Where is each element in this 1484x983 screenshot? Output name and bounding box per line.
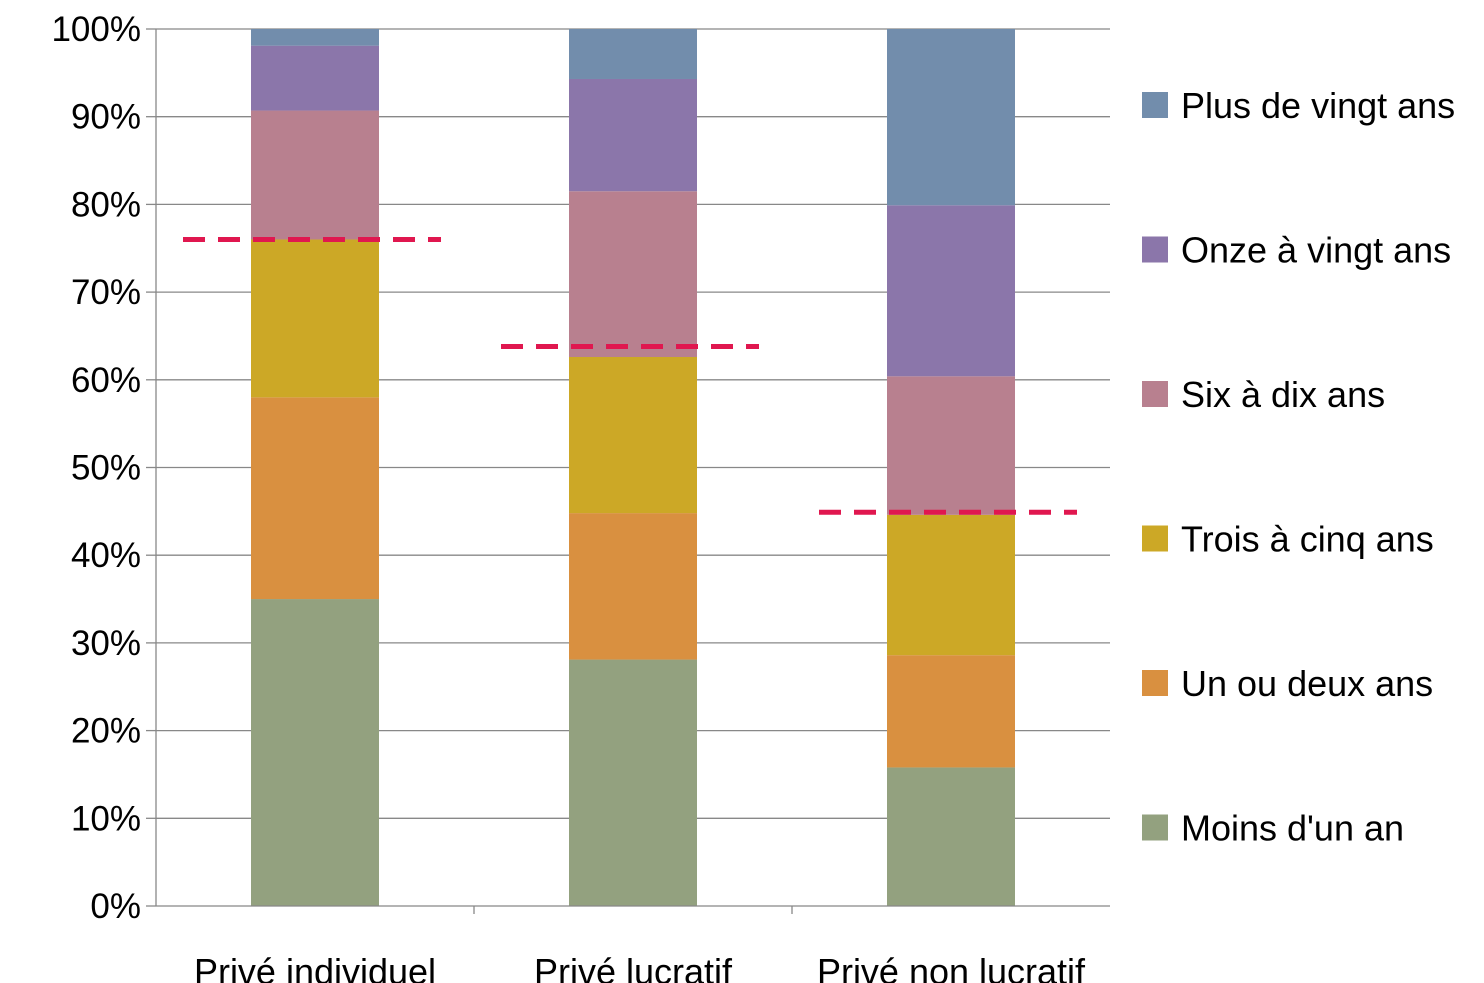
bar-segment [569, 29, 697, 79]
bar-segment [251, 239, 379, 398]
y-tick-label: 60% [71, 361, 141, 400]
legend-label: Moins d'un an [1181, 808, 1404, 849]
reference-lines [183, 236, 1077, 515]
legend-label: Six à dix ans [1181, 374, 1385, 415]
bar-segment [887, 29, 1015, 206]
bar-segment [569, 191, 697, 357]
y-tick-label: 50% [71, 449, 141, 488]
category-label: Privé individuel [194, 951, 436, 983]
legend-swatch [1142, 92, 1168, 118]
y-tick-label: 100% [51, 10, 141, 49]
bar-segment [569, 513, 697, 660]
legend-swatch [1142, 814, 1168, 841]
category-labels: Privé individuel Privé lucratif Privé non … [194, 951, 1086, 983]
y-tick-label: 40% [71, 536, 141, 575]
y-tick-labels: 0% 10% 20% 30% 40% 50% 60% 70% 80% 90% 100% [51, 10, 141, 926]
bar-segment [251, 110, 379, 240]
bar-segment [887, 205, 1015, 377]
legend-swatch [1142, 525, 1168, 552]
bar-segment [887, 655, 1015, 768]
bar-segment [251, 599, 379, 906]
y-tick-label: 80% [71, 185, 141, 224]
bars [251, 29, 1015, 906]
bar-segment [251, 29, 379, 46]
y-tick-label: 90% [71, 98, 141, 137]
bar-segment [887, 514, 1015, 656]
bar-segment [887, 767, 1015, 906]
axes [146, 28, 1110, 914]
y-tick-label: 10% [71, 799, 141, 838]
category-label: Privé lucratif [534, 951, 733, 983]
bar-segment [569, 356, 697, 514]
y-tick-label: 0% [90, 887, 141, 926]
bar-segment [251, 45, 379, 111]
bar-segment [251, 397, 379, 600]
legend-swatch [1142, 236, 1168, 263]
y-tick-label: 20% [71, 712, 141, 751]
category-label: Privé non lucratif [817, 951, 1086, 983]
bar-segment [569, 78, 697, 192]
legend-label: Un ou deux ans [1181, 663, 1433, 704]
legend-label: Plus de vingt ans [1181, 85, 1455, 126]
legend-swatch [1142, 381, 1168, 407]
legend-label: Trois à cinq ans [1181, 519, 1434, 560]
y-tick-label: 70% [71, 273, 141, 312]
legend-swatch [1142, 670, 1168, 696]
legend: Plus de vingt ans Onze à vingt ans Six à d… [1142, 85, 1455, 849]
bar-segment [569, 659, 697, 906]
y-tick-label: 30% [71, 624, 141, 663]
legend-label: Onze à vingt ans [1181, 230, 1451, 271]
bar-segment [887, 376, 1015, 515]
